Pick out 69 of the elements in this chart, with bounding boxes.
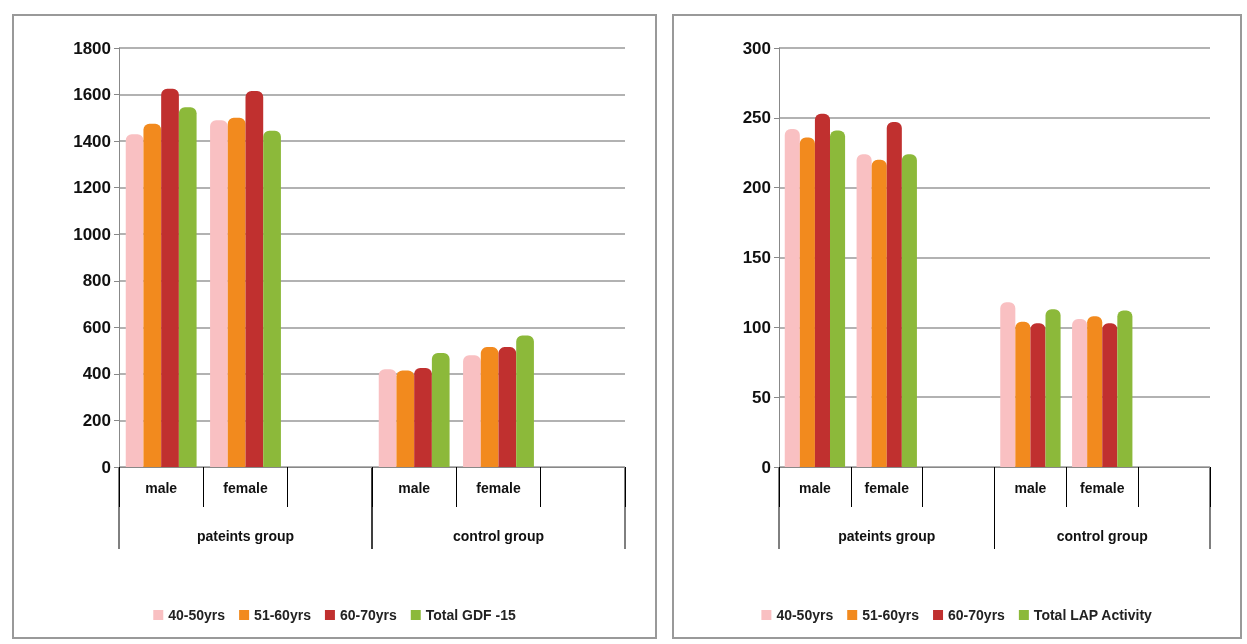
y-tick-label: 200 (82, 410, 111, 430)
legend-label: 51-60yrs (862, 607, 920, 623)
y-tick-label: 250 (742, 108, 771, 128)
bar (161, 88, 179, 467)
bar (814, 113, 830, 467)
bar (263, 130, 281, 467)
x-tick-label: male (798, 480, 832, 496)
legend-label: 60-70yrs (339, 607, 397, 623)
legend-label: 40-50yrs (168, 607, 226, 623)
bar (396, 370, 415, 467)
x-tick-label: female (864, 480, 910, 496)
y-tick-label: 1000 (73, 224, 111, 244)
bar (1030, 323, 1046, 467)
bar (1072, 318, 1088, 467)
y-tick-label: 50 (752, 387, 771, 407)
bar (1000, 302, 1016, 467)
bar (480, 347, 499, 467)
y-tick-label: 150 (742, 248, 771, 267)
text: control group (453, 528, 544, 544)
x-tick-label: female (223, 480, 268, 496)
bar (871, 159, 887, 467)
text: control group (1056, 528, 1148, 544)
y-tick-label: 1800 (73, 38, 111, 58)
bar (901, 154, 917, 467)
bar (1045, 309, 1061, 467)
x-tick-label: male (1014, 480, 1047, 496)
y-tick-label: 600 (82, 317, 111, 337)
x-tick-label: female (1080, 480, 1125, 496)
bar (856, 154, 872, 467)
bar (1102, 323, 1118, 467)
legend-label: Total GDF -15 (425, 607, 516, 623)
y-tick-label: 1600 (73, 85, 111, 105)
bar (125, 134, 144, 467)
bar (799, 137, 815, 467)
bar (1015, 321, 1031, 467)
y-tick-label: 400 (82, 364, 111, 384)
bar (830, 130, 846, 467)
x-tick-label: female (476, 480, 521, 496)
bar (378, 369, 397, 467)
y-tick-label: 100 (742, 317, 771, 337)
text: pateints group (196, 528, 295, 544)
y-tick-label: 0 (101, 457, 111, 477)
bar (463, 355, 481, 467)
y-tick-label: 1200 (73, 178, 111, 198)
x-tick-label: male (145, 480, 178, 496)
legend-label: Total LAP Activity (1033, 607, 1153, 623)
bar (210, 120, 228, 467)
text: pateints group (838, 528, 936, 544)
bar (1117, 310, 1133, 467)
bar (516, 335, 534, 467)
bar (414, 368, 432, 467)
x-tick-label: male (398, 480, 431, 496)
y-tick-label: 0 (761, 457, 771, 477)
bar (143, 123, 162, 467)
legend-label: 60-70yrs (948, 607, 1006, 623)
bar (227, 117, 246, 467)
legend-label: 40-50yrs (776, 607, 834, 623)
bar (886, 122, 902, 467)
bar (178, 107, 197, 467)
bar (1087, 316, 1103, 467)
bar (784, 129, 800, 467)
y-tick-label: 800 (82, 271, 111, 291)
bar (498, 347, 517, 467)
legend-label: 51-60yrs (254, 607, 312, 623)
y-tick-label: 300 (742, 38, 771, 58)
bar (245, 91, 264, 467)
y-tick-label: 1400 (73, 131, 111, 151)
bar (431, 352, 450, 467)
y-tick-label: 200 (742, 178, 771, 198)
